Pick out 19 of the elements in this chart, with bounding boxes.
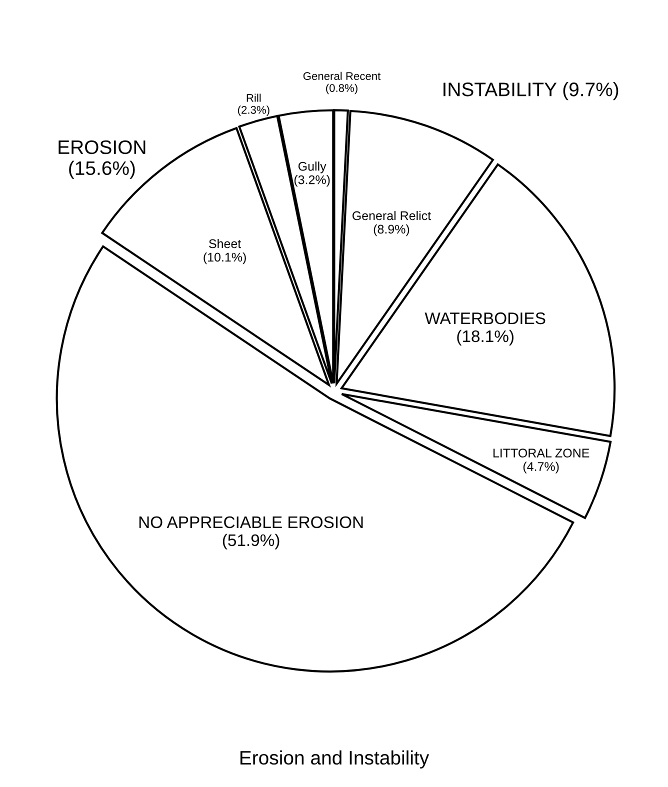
slice-label: WATERBODIES: [424, 312, 546, 324]
slice-label: NO APPRECIABLE EROSION: [139, 516, 363, 528]
data-label: (51.9%): [222, 534, 280, 550]
data-label: (8.9%): [374, 224, 410, 236]
slice-label: Sheet: [209, 238, 242, 248]
slice-label: Gully: [298, 162, 326, 174]
data-label: (2.3%): [238, 106, 270, 116]
slice-label: LITTORAL ZONE: [493, 448, 590, 458]
text: EROSION (15.6%): [58, 140, 146, 179]
data-label: (18.1%): [457, 330, 514, 346]
slice-label: Rill: [246, 94, 261, 102]
data-label: (4.7%): [523, 462, 559, 474]
slice-label: General Relict: [352, 210, 431, 220]
data-label: (3.2%): [294, 175, 330, 187]
data-label: (0.8%): [326, 84, 358, 94]
data-label: (10.1%): [204, 252, 246, 264]
text: Erosion and Instability: [240, 750, 430, 769]
text: INSTABILITY (9.7%): [444, 82, 618, 100]
slice-label: General Recent: [303, 72, 381, 80]
